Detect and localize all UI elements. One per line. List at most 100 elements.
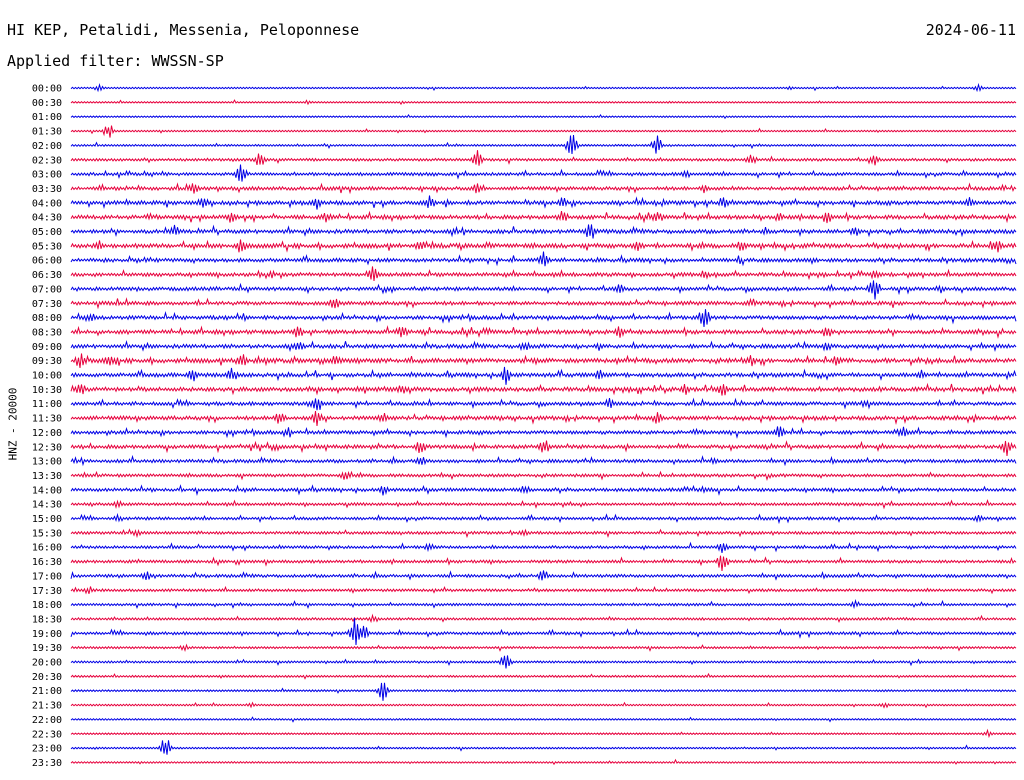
date-label: 2024-06-11 [925, 21, 1016, 39]
time-tick-label: 18:30 [32, 614, 62, 625]
trace-line [70, 541, 1017, 553]
time-tick-label: 20:30 [32, 672, 62, 683]
time-tick-label: 19:30 [32, 643, 62, 654]
time-tick-label: 22:00 [32, 715, 62, 726]
trace-line [70, 135, 1017, 154]
time-tick-label: 01:00 [32, 112, 62, 123]
trace-line [70, 182, 1017, 195]
time-tick-label: 00:30 [32, 98, 62, 109]
time-tick-label: 19:00 [32, 629, 62, 640]
trace-line [70, 570, 1017, 581]
trace-line [70, 740, 1017, 755]
trace-line [70, 440, 1017, 456]
time-tick-label: 04:00 [32, 198, 62, 209]
time-tick-label: 11:00 [32, 399, 62, 410]
time-tick-label: 05:00 [32, 227, 62, 238]
trace-line [70, 585, 1017, 595]
trace-line [70, 716, 1017, 723]
trace-line [70, 470, 1017, 481]
time-tick-label: 06:30 [32, 270, 62, 281]
trace-line [70, 454, 1017, 467]
trace-line [70, 325, 1017, 339]
trace-line [70, 353, 1017, 368]
time-tick-label: 13:00 [32, 457, 62, 468]
trace-line [70, 397, 1017, 411]
trace-line [70, 598, 1017, 610]
trace-line [70, 164, 1017, 182]
trace-line [70, 655, 1017, 669]
trace-line [70, 150, 1017, 166]
time-tick-label: 07:00 [32, 284, 62, 295]
trace-line [70, 613, 1017, 624]
time-tick-label: 09:00 [32, 342, 62, 353]
station-title: HI KEP, Petalidi, Messenia, Peloponnese [7, 21, 360, 39]
time-tick-label: 05:30 [32, 241, 62, 252]
trace-line [70, 382, 1017, 396]
filter-label: Applied filter: WWSSN-SP [7, 52, 224, 70]
time-tick-label: 08:00 [32, 313, 62, 324]
time-tick-label: 14:00 [32, 485, 62, 496]
time-tick-label: 06:00 [32, 256, 62, 267]
time-tick-label: 02:30 [32, 155, 62, 166]
time-tick-label: 17:00 [32, 571, 62, 582]
time-tick-label: 12:30 [32, 442, 62, 453]
time-tick-label: 15:00 [32, 514, 62, 525]
time-tick-label: 01:30 [32, 127, 62, 138]
time-tick-label: 04:30 [32, 213, 62, 224]
time-tick-label: 23:00 [32, 744, 62, 755]
trace-line [70, 280, 1017, 300]
trace-line [70, 210, 1017, 224]
trace-line [70, 411, 1017, 427]
trace-line [70, 426, 1017, 439]
trace-line [70, 224, 1017, 239]
trace-line [70, 618, 1017, 646]
trace-line [70, 512, 1017, 525]
trace-line [70, 99, 1017, 106]
trace-line [70, 309, 1017, 328]
time-tick-label: 00:00 [32, 84, 62, 95]
trace-line [70, 555, 1017, 571]
time-tick-label: 20:00 [32, 658, 62, 669]
trace-line [70, 82, 1017, 93]
time-tick-label: 12:00 [32, 428, 62, 439]
time-tick-label: 17:30 [32, 586, 62, 597]
trace-line [70, 266, 1017, 281]
time-tick-label: 18:00 [32, 600, 62, 611]
time-tick-label: 21:30 [32, 701, 62, 712]
trace-line [70, 758, 1017, 766]
time-tick-label: 02:00 [32, 141, 62, 152]
trace-line [70, 195, 1017, 210]
time-tick-label: 10:30 [32, 385, 62, 396]
time-tick-label: 15:30 [32, 528, 62, 539]
time-tick-label: 03:30 [32, 184, 62, 195]
time-tick-label: 03:00 [32, 170, 62, 181]
time-tick-label: 23:30 [32, 758, 62, 769]
time-tick-label: 10:00 [32, 371, 62, 382]
trace-line [70, 701, 1017, 709]
trace-line [70, 672, 1017, 680]
trace-line [70, 251, 1017, 267]
time-tick-label: 07:30 [32, 299, 62, 310]
trace-line [70, 728, 1017, 739]
trace-line [70, 528, 1017, 539]
trace-line [70, 125, 1017, 138]
time-tick-label: 16:30 [32, 557, 62, 568]
trace-line [70, 499, 1017, 510]
trace-line [70, 366, 1017, 385]
trace-line [70, 339, 1017, 353]
trace-line [70, 113, 1017, 120]
time-tick-label: 11:30 [32, 414, 62, 425]
trace-line [70, 682, 1017, 701]
time-tick-label: 13:30 [32, 471, 62, 482]
time-tick-label: 14:30 [32, 500, 62, 511]
time-tick-label: 08:30 [32, 327, 62, 338]
time-tick-label: 22:30 [32, 729, 62, 740]
time-tick-label: 21:00 [32, 686, 62, 697]
trace-line [70, 484, 1017, 496]
time-tick-label: 09:30 [32, 356, 62, 367]
trace-line [70, 297, 1017, 310]
trace-line [70, 239, 1017, 253]
trace-line [70, 643, 1017, 653]
time-tick-label: 16:00 [32, 543, 62, 554]
